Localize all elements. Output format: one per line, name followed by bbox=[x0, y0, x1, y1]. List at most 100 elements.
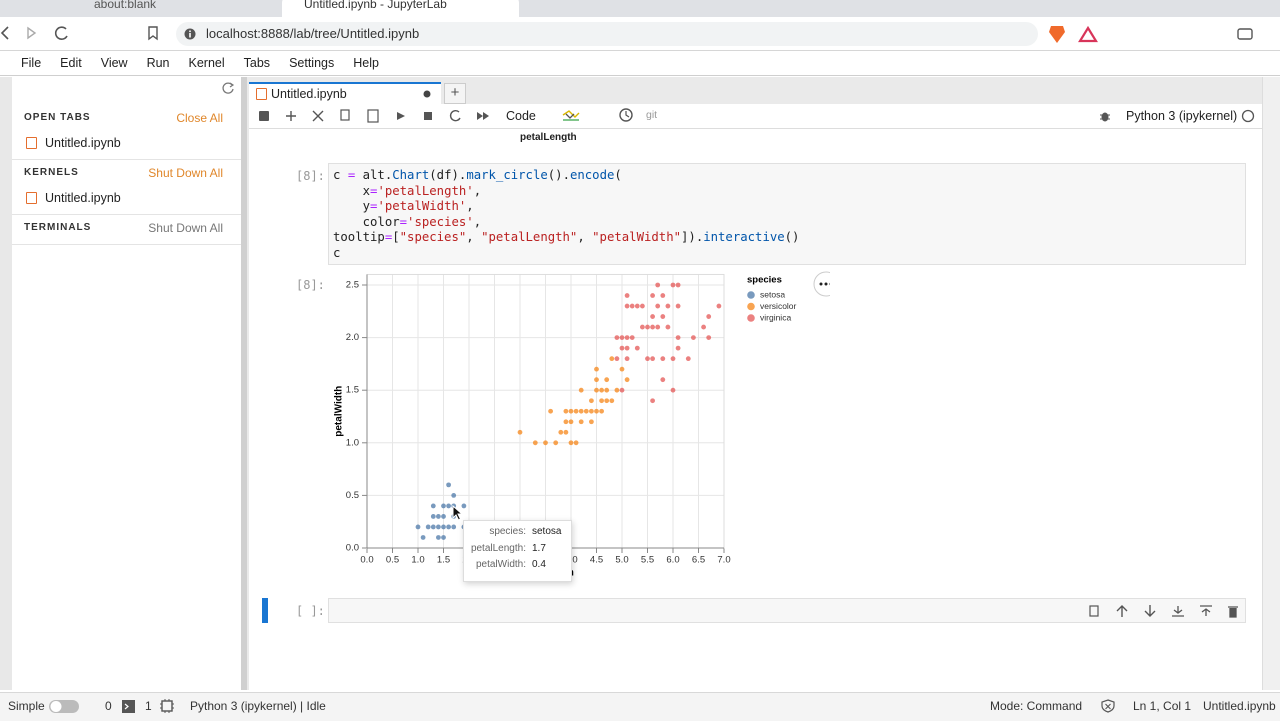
kernel-status-text[interactable]: Python 3 (ipykernel) | Idle bbox=[190, 699, 326, 713]
actions-dot bbox=[829, 282, 830, 286]
restart-run-all-button[interactable] bbox=[477, 112, 489, 120]
browser-tab[interactable]: about:blank bbox=[94, 0, 157, 11]
run-button[interactable] bbox=[397, 112, 405, 120]
duplicate-cell[interactable] bbox=[1089, 605, 1099, 617]
brave-rewards[interactable] bbox=[1078, 25, 1098, 43]
delete-cell[interactable] bbox=[1228, 606, 1238, 618]
code-line: c = alt.Chart(df).mark_circle().encode( bbox=[333, 168, 622, 182]
chart-extension-icon[interactable] bbox=[562, 110, 580, 118]
simple-mode-toggle[interactable] bbox=[48, 699, 80, 715]
code-token: ]) bbox=[681, 230, 696, 244]
insert-cell-above[interactable] bbox=[1172, 606, 1184, 617]
scatter-point bbox=[624, 293, 630, 298]
security-icon[interactable] bbox=[1101, 699, 1115, 713]
scatter-point bbox=[451, 524, 457, 530]
code-token: tooltip bbox=[333, 230, 385, 244]
legend-swatch bbox=[747, 302, 755, 311]
cell-type-select[interactable]: Code bbox=[506, 109, 536, 123]
section-action[interactable]: Shut Down All bbox=[148, 166, 223, 180]
menu-item[interactable]: File bbox=[21, 56, 42, 70]
menu-item[interactable]: Tabs bbox=[243, 56, 271, 70]
running-item[interactable]: Untitled.ipynb bbox=[45, 136, 121, 150]
code-line: y='petalWidth', bbox=[333, 199, 474, 213]
restart-button[interactable] bbox=[449, 109, 461, 122]
insert-cell-below[interactable] bbox=[1200, 605, 1212, 616]
scatter-point bbox=[619, 335, 625, 340]
nav-icons bbox=[0, 26, 158, 41]
clock-icon[interactable] bbox=[619, 108, 633, 122]
x-tick-label: 5.0 bbox=[615, 555, 628, 566]
address-bar: localhost:8888/lab/tree/Untitled.ipynb bbox=[0, 17, 1280, 51]
copy-button[interactable] bbox=[340, 109, 350, 121]
browser-tab[interactable]: Untitled.ipynb - JupyterLab bbox=[282, 0, 519, 17]
terminal-count[interactable]: 0 bbox=[105, 699, 112, 713]
scatter-point bbox=[563, 429, 569, 435]
notebook-icon bbox=[26, 192, 37, 204]
menu-item[interactable]: Edit bbox=[60, 56, 82, 70]
code-token: c bbox=[333, 168, 348, 182]
kernel-count[interactable]: 1 bbox=[145, 699, 152, 713]
code-token: = bbox=[370, 183, 378, 198]
menu-item[interactable]: Help bbox=[353, 56, 379, 70]
interrupt-button[interactable] bbox=[424, 112, 432, 120]
paste-button[interactable] bbox=[367, 109, 379, 123]
back-button[interactable] bbox=[0, 26, 9, 40]
input-prompt: [8]: bbox=[296, 169, 325, 183]
scatter-point bbox=[543, 440, 548, 446]
reload-button[interactable] bbox=[54, 26, 68, 40]
cut-button[interactable] bbox=[312, 110, 324, 122]
scatter-point bbox=[594, 377, 599, 383]
move-cell-up[interactable] bbox=[1116, 605, 1128, 617]
code-token: () bbox=[547, 168, 563, 182]
scatter-point bbox=[645, 356, 650, 362]
move-cell-down[interactable] bbox=[1144, 605, 1156, 617]
kernel-name[interactable]: Python 3 (ipykernel) bbox=[1126, 109, 1238, 123]
menu-item[interactable]: Kernel bbox=[188, 56, 225, 70]
notebook-tab-title: Untitled.ipynb bbox=[271, 87, 347, 101]
debugger-icon[interactable] bbox=[1099, 110, 1111, 122]
section-action[interactable]: Close All bbox=[176, 111, 223, 125]
git-button[interactable]: git bbox=[646, 109, 658, 121]
forward-button[interactable] bbox=[27, 26, 37, 40]
scatter-point bbox=[665, 303, 671, 309]
wallet-icon[interactable] bbox=[1237, 28, 1253, 40]
chart-actions-button[interactable] bbox=[813, 271, 830, 297]
scatter-point bbox=[645, 324, 650, 330]
code-line: tooltip=["species", "petalLength", "peta… bbox=[333, 230, 799, 244]
refresh-icon[interactable] bbox=[221, 81, 235, 95]
scatter-point bbox=[650, 293, 655, 298]
unsaved-dot[interactable] bbox=[423, 90, 431, 98]
menu-item[interactable]: View bbox=[100, 56, 128, 70]
menu-item[interactable]: Run bbox=[146, 56, 170, 70]
scatter-point bbox=[573, 408, 579, 414]
scatter-point bbox=[650, 356, 655, 362]
scatter-point bbox=[420, 535, 426, 540]
code-line: color='species', bbox=[333, 215, 481, 229]
output-prompt: [8]: bbox=[296, 278, 325, 292]
kernel-status bbox=[1241, 109, 1255, 123]
scatter-point bbox=[573, 440, 579, 446]
scatter-point bbox=[634, 303, 640, 309]
notebook-tab[interactable]: Untitled.ipynb bbox=[249, 82, 441, 104]
tooltip-key: petalWidth: bbox=[475, 559, 526, 570]
scatter-point bbox=[430, 524, 436, 530]
section-action[interactable]: Shut Down All bbox=[148, 221, 223, 235]
scatter-point bbox=[599, 398, 604, 404]
url-box[interactable]: localhost:8888/lab/tree/Untitled.ipynb bbox=[176, 22, 1038, 46]
code-editor[interactable]: c = alt.Chart(df).mark_circle().encode( … bbox=[328, 163, 1246, 265]
brave-shield[interactable] bbox=[1049, 26, 1065, 43]
cursor-position[interactable]: Ln 1, Col 1 bbox=[1133, 699, 1192, 713]
save-button[interactable] bbox=[259, 111, 269, 121]
bookmark-button[interactable] bbox=[148, 26, 158, 41]
scatter-point bbox=[451, 493, 457, 498]
new-tab-button[interactable]: + bbox=[444, 83, 466, 104]
empty-code-editor[interactable] bbox=[328, 598, 1246, 623]
insert-cell-button[interactable] bbox=[286, 111, 296, 121]
scatter-point bbox=[589, 419, 594, 425]
dropdown-caret bbox=[565, 113, 575, 119]
running-item[interactable]: Untitled.ipynb bbox=[45, 191, 121, 205]
scatter-point bbox=[650, 398, 655, 404]
menu-item[interactable]: Settings bbox=[289, 56, 335, 70]
menu-bar: File Edit View Run Kernel Tabs Settings Help bbox=[0, 51, 1280, 76]
code-token: 'petalWidth' bbox=[377, 199, 467, 213]
